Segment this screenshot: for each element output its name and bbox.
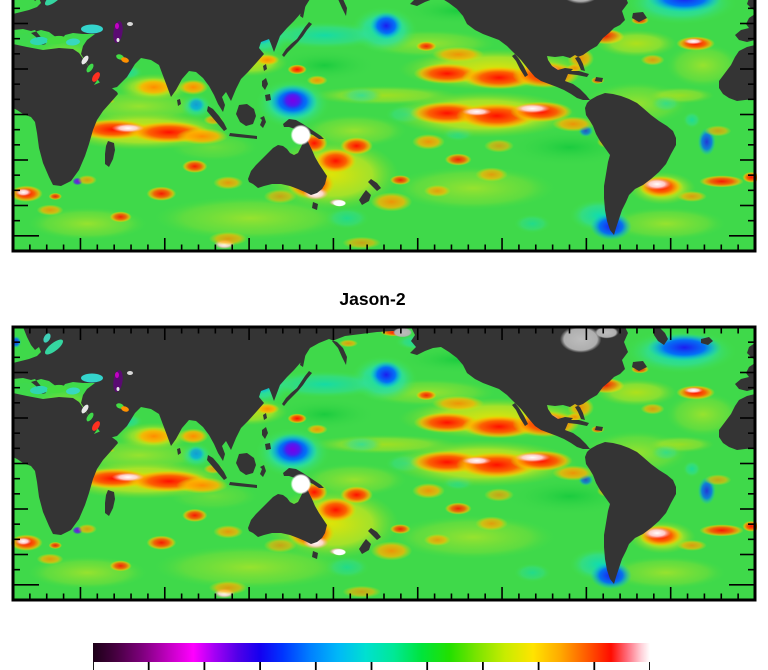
map-panel-jason2 (11, 325, 757, 602)
colorbar (93, 643, 650, 670)
world-heatmap-top (11, 0, 757, 253)
colorbar-gradient (93, 643, 650, 662)
world-heatmap-jason2 (11, 325, 757, 602)
map-panel-top (11, 0, 757, 253)
colorbar-ticks (93, 662, 650, 670)
panel-title: Jason-2 (339, 289, 406, 309)
